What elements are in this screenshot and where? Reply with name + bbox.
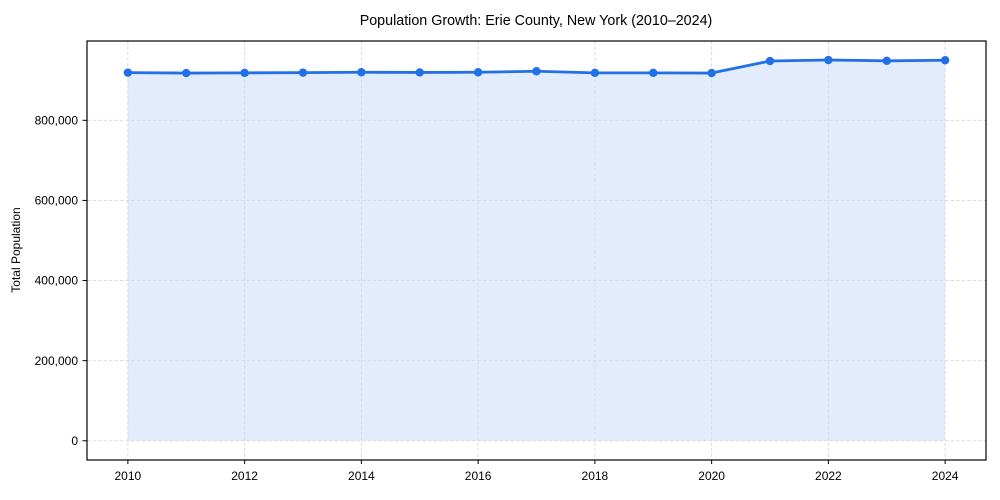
data-point (882, 56, 891, 66)
data-point (765, 56, 775, 66)
data-points (123, 55, 950, 78)
y-tick-label: 200,000 (35, 354, 79, 368)
area-fill (127, 60, 946, 441)
x-tick-label: 2012 (231, 469, 258, 483)
y-tick-label: 800,000 (35, 114, 79, 128)
x-tick-label: 2024 (932, 469, 959, 483)
y-tick-label: 0 (71, 434, 78, 448)
tick-marks (82, 119, 946, 464)
plot-border (86, 40, 987, 461)
data-point (298, 68, 308, 77)
x-tick-label: 2022 (815, 469, 842, 483)
x-tick-label: 2018 (582, 469, 609, 483)
x-tick-label: 2014 (348, 469, 375, 483)
data-point (824, 55, 833, 65)
data-point (240, 68, 249, 78)
data-point (649, 68, 658, 78)
x-tick-label: 2010 (115, 469, 142, 483)
data-point (707, 68, 716, 78)
data-point (123, 68, 133, 77)
grid-lines (87, 41, 986, 460)
data-point (940, 56, 950, 65)
data-point (182, 68, 191, 78)
data-point (532, 67, 541, 76)
y-tick-label: 400,000 (35, 274, 79, 288)
data-point (415, 68, 424, 77)
chart-layers: 2010 2012 2014 2016 2018 2020 2022 2024 0 200,000… (35, 40, 987, 483)
chart-title: Population Growth: Erie County, New York… (360, 13, 713, 29)
x-tick-label: 2020 (698, 469, 725, 483)
data-point (590, 68, 600, 78)
x-tick-label: 2016 (465, 469, 492, 483)
data-point (473, 68, 483, 77)
tick-labels: 2010 2012 2014 2016 2018 2020 2022 2024 0 200,000… (35, 114, 959, 483)
data-point (357, 68, 366, 77)
y-axis-label: Total Population (9, 207, 23, 292)
y-tick-label: 600,000 (35, 194, 79, 208)
